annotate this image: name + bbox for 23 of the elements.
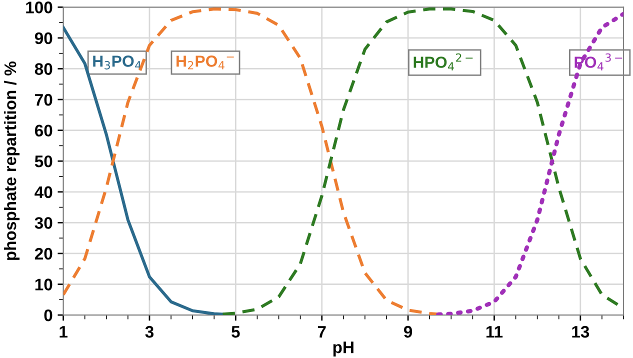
- text: HPO$_{4}$$^{2−}$: [414, 53, 473, 70]
- x-tick-label: 3: [145, 326, 154, 338]
- y-tick-label: 20: [34, 248, 52, 260]
- y-tick-label: 0: [44, 309, 52, 322]
- y-tick-label: 100: [26, 2, 52, 14]
- y-tick-label: 40: [34, 186, 52, 198]
- x-tick-label: 7: [318, 326, 326, 338]
- y-tick-label: 60: [34, 124, 52, 137]
- x-tick-label: 13: [572, 326, 590, 338]
- x-tick-label: 5: [232, 326, 240, 338]
- y-tick-label: 80: [34, 63, 52, 75]
- y-tick-label: 90: [34, 32, 52, 44]
- x-tick-label: 1: [60, 326, 68, 338]
- series-label: H$_{2}$PO$_{4}$$^{−}$: [176, 56, 234, 70]
- x-tick-label: 9: [404, 326, 412, 338]
- x-tick-label: 11: [486, 326, 503, 338]
- y-tick-label: 10: [35, 278, 52, 290]
- y-tick-label: 30: [34, 217, 52, 229]
- series-label: PO$_{4}$$^{3−}$: [574, 53, 622, 70]
- y-tick-label: 70: [35, 94, 52, 106]
- x-axis-title: pH: [333, 342, 354, 357]
- y-tick-label: 50: [34, 156, 52, 168]
- y-axis-title: phosphate repartition / %: [4, 62, 20, 260]
